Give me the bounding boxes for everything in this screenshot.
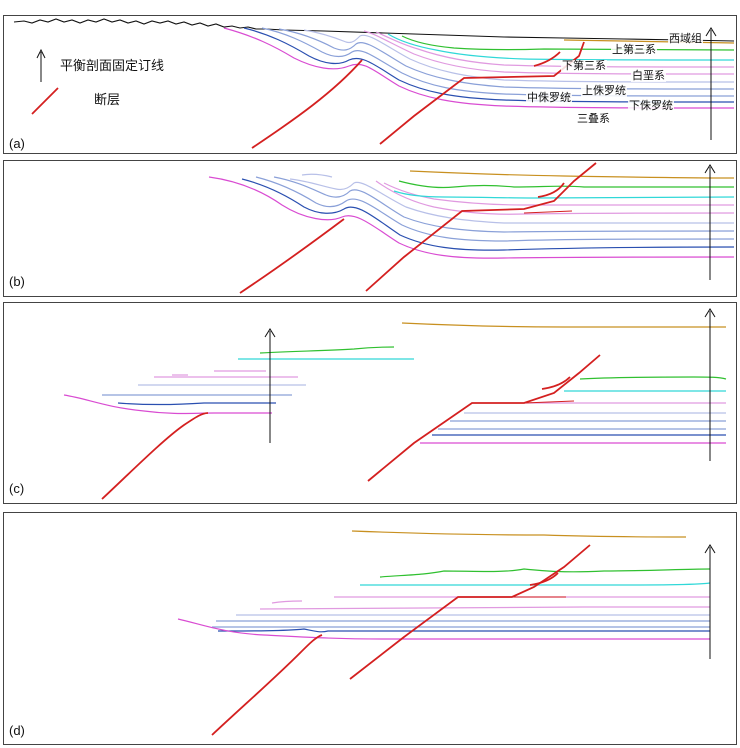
label-upper-jurassic: 上侏罗统: [581, 84, 627, 97]
fault-splay: [529, 572, 559, 586]
lower-jurassic-horizon-left: [117, 402, 276, 406]
panel-a-section: [13, 18, 735, 149]
upper-tertiary-horizon: [579, 376, 727, 380]
triassic-horizon: [223, 27, 735, 109]
panel-d: (d): [3, 512, 737, 745]
label-lower-jurassic: 下侏罗统: [628, 99, 674, 112]
xiyu-horizon: [351, 530, 687, 538]
cretaceous-horizon-2: [271, 600, 303, 604]
panel-c-label: (c): [9, 481, 25, 496]
label-triassic: 三叠系: [576, 112, 611, 125]
panel-d-section: [177, 530, 716, 736]
fault-left: [239, 218, 345, 294]
pin-line-c-right: [704, 308, 716, 461]
label-lower-tertiary: 下第三系: [561, 59, 607, 72]
panel-a-label: (a): [9, 136, 25, 151]
upper-jurassic-horizon-top: [301, 173, 333, 178]
upper-jurassic-horizon: [289, 178, 734, 224]
fault-main: [365, 162, 597, 292]
triassic-horizon-left: [63, 394, 272, 415]
panel-b-section: [208, 162, 735, 294]
upper-tertiary-horizon: [379, 568, 711, 578]
legend-fault-label: 断层: [94, 93, 121, 108]
fault-left: [101, 412, 209, 500]
cretaceous-horizon-3: [259, 606, 710, 610]
upper-tertiary-horizon-left: [259, 346, 395, 354]
surface-line: [13, 18, 735, 42]
fault-tip: [523, 210, 573, 214]
label-xiyu: 西域组: [668, 32, 703, 45]
fault-splay: [537, 182, 565, 198]
middle-jurassic-horizon-1: [261, 27, 735, 97]
panel-b: (b): [3, 160, 737, 297]
lower-tertiary-horizon: [393, 190, 735, 199]
fault-main: [349, 544, 591, 680]
upper-jurassic-horizon: [303, 29, 735, 83]
panel-a: 平衡剖面固定订线 断层 西域组 上第三系 下第三系 白垩系 上侏罗统 中侏罗统 …: [3, 15, 737, 154]
legend-fault-icon: [31, 87, 59, 115]
legend-pin-icon: [36, 48, 46, 82]
pin-line-a: [705, 27, 717, 140]
lower-jurassic-horizon: [243, 27, 735, 103]
pin-line-b: [704, 164, 716, 280]
xiyu-horizon: [563, 39, 735, 44]
panel-c-section: [63, 308, 727, 500]
fault-main: [367, 354, 601, 482]
fault-splay: [541, 376, 571, 390]
fault-splay: [533, 51, 561, 67]
upper-tertiary-horizon: [398, 180, 734, 189]
xiyu-horizon: [409, 170, 735, 179]
pin-line-d: [704, 544, 716, 659]
middle-jurassic-horizon-2: [273, 176, 735, 233]
fault-tip: [523, 400, 575, 404]
panel-c: (c): [3, 302, 737, 504]
lower-tertiary-horizon: [387, 33, 735, 61]
fault-left: [211, 634, 323, 736]
fault-main: [379, 41, 585, 145]
lower-tertiary-horizon: [360, 582, 711, 586]
fault-left: [251, 59, 363, 149]
label-upper-tertiary: 上第三系: [611, 43, 657, 56]
label-cretaceous: 白垩系: [631, 69, 666, 82]
triassic-horizon: [208, 176, 735, 259]
cretaceous-horizon-1: [375, 180, 735, 215]
label-middle-jurassic: 中侏罗统: [526, 91, 572, 104]
lower-jurassic-horizon: [241, 178, 735, 251]
lower-jurassic-horizon: [217, 628, 710, 633]
upper-tertiary-horizon: [401, 35, 735, 51]
triassic-horizon: [177, 618, 710, 640]
middle-jurassic-horizon-1: [255, 176, 735, 242]
legend-pin-line-label: 平衡剖面固定订线: [60, 59, 165, 74]
panel-d-label: (d): [9, 723, 25, 738]
panel-b-label: (b): [9, 274, 25, 289]
cretaceous-horizon-2: [375, 31, 735, 68]
cretaceous-horizon-2: [383, 182, 734, 206]
pin-line-c-left: [264, 328, 276, 443]
xiyu-horizon: [401, 322, 726, 328]
